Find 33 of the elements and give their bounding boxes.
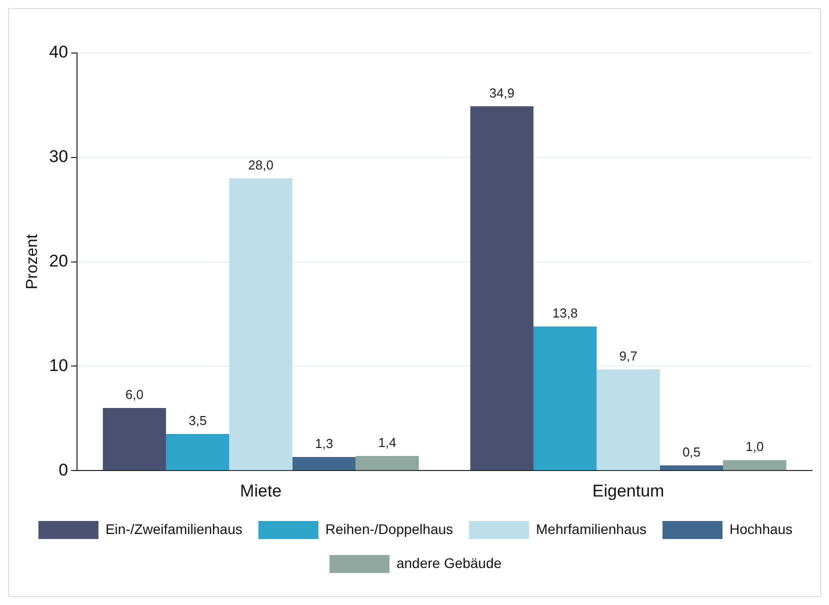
data-label: 0,5: [682, 444, 701, 460]
bar: [660, 465, 724, 470]
bar: [229, 178, 292, 470]
y-axis-title: Prozent: [24, 234, 42, 290]
data-label: 1,3: [314, 436, 334, 452]
y-tick-label: 30: [49, 147, 68, 166]
bar: [166, 434, 230, 470]
legend-label: Mehrfamilienhaus: [536, 520, 647, 537]
data-label: 13,8: [552, 306, 578, 321]
legend-label: Ein-/Zweifamilienhaus: [105, 520, 242, 537]
legend-label: Reihen-/Doppelhaus: [325, 520, 454, 537]
legend-label: Hochhaus: [730, 520, 793, 537]
x-tick-label: Miete: [240, 481, 282, 500]
bar: [102, 408, 166, 470]
bar: [533, 326, 597, 470]
y-tick-label: 20: [49, 251, 68, 270]
y-tick-label: 40: [49, 42, 68, 62]
data-label: 1,0: [746, 439, 764, 454]
data-label: 6,0: [125, 387, 144, 402]
data-label: 1,4: [378, 435, 396, 450]
bar: [723, 460, 786, 470]
bar: [596, 369, 660, 470]
x-tick-label: Eigentum: [592, 481, 664, 500]
bar: [292, 457, 356, 470]
y-tick-label: 0: [58, 460, 68, 480]
data-label: 9,7: [619, 348, 638, 364]
legend-label: andere Gebäude: [396, 554, 502, 571]
data-label: 28,0: [248, 157, 274, 172]
bar: [356, 456, 419, 470]
bar: [470, 106, 534, 470]
y-tick-label: 10: [49, 356, 68, 375]
data-label: 3,5: [188, 413, 207, 428]
data-label: 34,9: [489, 85, 515, 100]
